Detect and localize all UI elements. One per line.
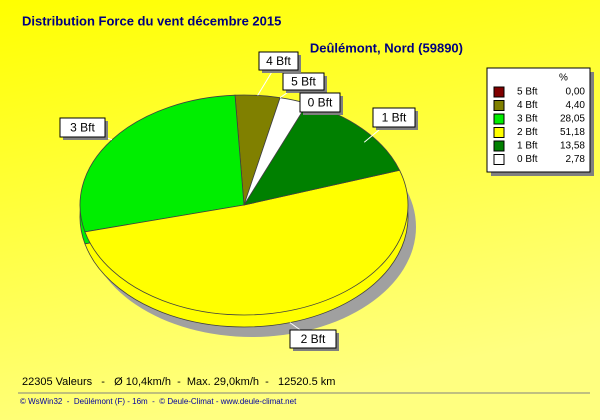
label-box [282, 72, 325, 91]
legend-swatch [493, 113, 505, 125]
label-box [372, 107, 416, 128]
slice-label: 2 Bft [301, 332, 326, 346]
legend-value: 51,18 [560, 127, 585, 138]
legend-value: 28,05 [560, 114, 585, 125]
legend-swatch [493, 100, 505, 111]
legend-title: % [559, 73, 568, 84]
legend-swatch [493, 140, 505, 152]
legend-label: 1 Bft [517, 141, 538, 152]
label-box [258, 51, 299, 71]
pie-slice [84, 169, 409, 316]
legend-value: 4,40 [566, 100, 586, 111]
legend-label: 0 Bft [517, 154, 538, 165]
legend-value: 2,78 [566, 154, 586, 165]
legend-swatch [493, 154, 505, 165]
slice-label: 0 Bft [308, 96, 333, 110]
label-box [299, 92, 341, 113]
credit: © WsWin32 - Deûlémont (F) - 16m - © Deul… [20, 397, 297, 406]
legend-label: 2 Bft [517, 127, 538, 138]
legend-label: 3 Bft [517, 114, 538, 125]
legend-swatch [493, 127, 505, 138]
slice-label: 4 Bft [266, 54, 291, 68]
legend-swatch [493, 86, 505, 98]
footer: 22305 Valeurs - Ø 10,4km/h - Max. 29,0km… [22, 376, 335, 388]
slice-label: 1 Bft [382, 111, 407, 125]
slice-label: 3 Bft [70, 121, 95, 135]
chart-subtitle: Deûlémont, Nord (59890) [310, 40, 463, 55]
slice-label: 5 Bft [291, 75, 316, 89]
legend-label: 5 Bft [517, 87, 538, 98]
legend-label: 4 Bft [517, 100, 538, 111]
label-box [59, 117, 106, 138]
chart-title: Distribution Force du vent décembre 2015 [22, 13, 281, 28]
label-box [289, 329, 337, 349]
legend-value: 13,58 [560, 141, 585, 152]
legend-value: 0,00 [566, 87, 586, 98]
